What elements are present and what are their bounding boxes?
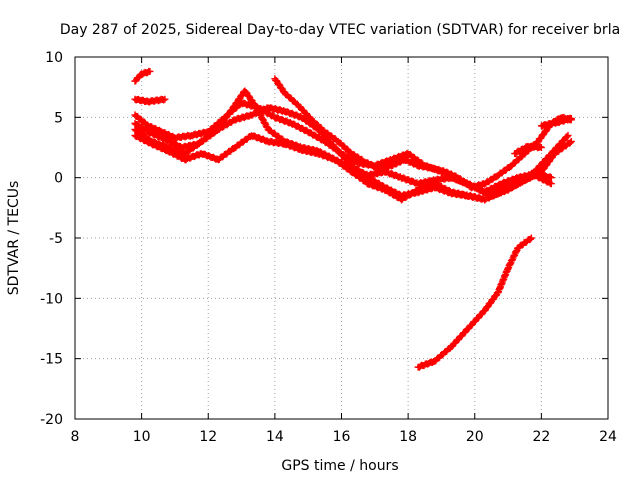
x-tick-label: 18 xyxy=(399,429,417,445)
data-point xyxy=(278,84,286,92)
data-point xyxy=(567,137,575,145)
data-point xyxy=(230,103,238,111)
data-point xyxy=(563,133,571,141)
data-point xyxy=(245,92,253,100)
y-tick-label: 5 xyxy=(54,110,63,126)
gridlines xyxy=(75,57,608,419)
data-point xyxy=(566,139,574,147)
x-tick-label: 20 xyxy=(466,429,484,445)
x-tick-label: 12 xyxy=(199,429,217,445)
data-point xyxy=(160,96,168,104)
x-tick-label: 22 xyxy=(532,429,550,445)
data-point xyxy=(567,115,575,123)
chart-title: Day 287 of 2025, Sidereal Day-to-day VTE… xyxy=(60,22,620,38)
axis-ticks: 8 10 12 14 16 18 20 22 24 -20 -15 -10 -5 0 5 10 xyxy=(40,50,617,445)
y-tick-label: -5 xyxy=(49,231,63,247)
data-point xyxy=(564,131,572,139)
series-track-f xyxy=(131,131,555,204)
series-track-h xyxy=(537,114,575,130)
x-tick-label: 10 xyxy=(133,429,151,445)
data-points xyxy=(131,67,575,371)
x-tick-label: 24 xyxy=(599,429,617,445)
series-track-a xyxy=(131,67,154,85)
x-axis-title: GPS time / hours xyxy=(281,458,398,474)
data-point xyxy=(526,235,534,243)
series-track-b xyxy=(131,95,169,106)
y-tick-label: -20 xyxy=(40,412,63,428)
series-track-i xyxy=(511,142,545,158)
data-point xyxy=(546,173,554,181)
data-point xyxy=(547,174,555,182)
x-tick-label: 14 xyxy=(266,429,284,445)
x-tick-label: 16 xyxy=(333,429,351,445)
y-tick-label: 0 xyxy=(54,171,63,187)
series-track-j xyxy=(414,234,535,371)
y-tick-label: -15 xyxy=(40,352,63,368)
y-tick-label: -10 xyxy=(40,291,63,307)
data-point xyxy=(537,144,545,151)
y-tick-label: 10 xyxy=(45,50,63,66)
data-point xyxy=(547,180,555,188)
data-point xyxy=(146,67,154,75)
data-point xyxy=(161,95,169,103)
data-point xyxy=(542,127,550,135)
x-tick-label: 8 xyxy=(71,429,80,445)
data-point xyxy=(487,299,495,307)
data-point xyxy=(527,234,535,242)
y-axis-title: SDTVAR / TECUs xyxy=(6,181,22,296)
